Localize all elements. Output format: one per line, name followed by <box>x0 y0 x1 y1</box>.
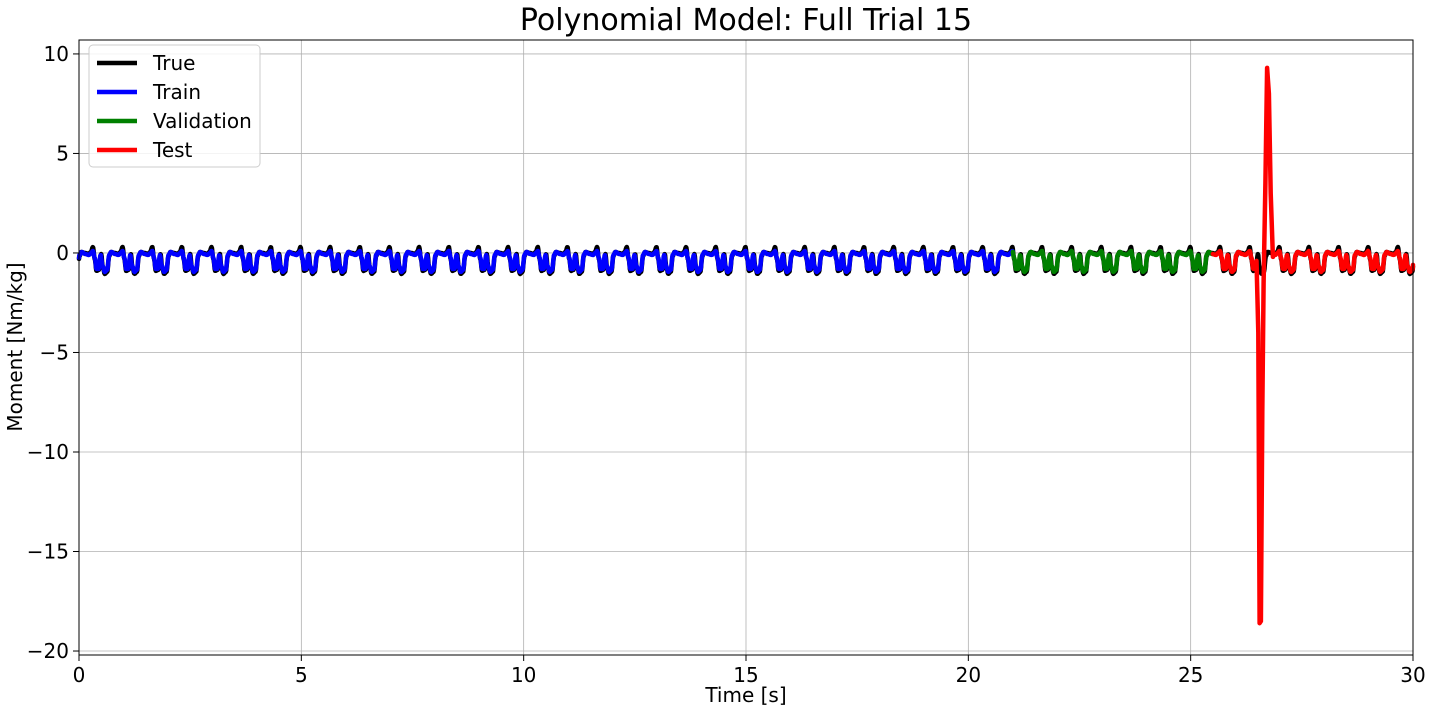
x-tick-label: 5 <box>295 663 308 687</box>
x-axis-label: Time [s] <box>704 683 786 707</box>
x-tick-label: 15 <box>733 663 758 687</box>
legend-box <box>88 44 261 168</box>
legend-label: True <box>152 51 195 75</box>
x-tick-label: 25 <box>1178 663 1203 687</box>
y-axis-label: Moment [Nm/kg] <box>3 262 27 431</box>
series-line-validation <box>1010 248 1216 275</box>
y-tick-label: −10 <box>27 440 69 464</box>
x-tick-label: 0 <box>73 663 86 687</box>
series-lines <box>76 65 1416 626</box>
chart-title: Polynomial Model: Full Trial 15 <box>520 3 972 38</box>
legend-label: Validation <box>153 109 252 133</box>
y-tick-label: −5 <box>40 340 69 364</box>
legend-label: Train <box>152 80 201 104</box>
legend: True Train Validation Test <box>88 44 261 168</box>
y-tick-label: −15 <box>27 540 69 564</box>
y-ticks: 10 5 0 −5 −10 −15 −20 <box>27 42 79 663</box>
y-tick-label: 10 <box>44 42 69 66</box>
legend-items: True Train Validation Test <box>97 51 252 162</box>
grid <box>78 40 1414 655</box>
x-tick-label: 10 <box>511 663 536 687</box>
x-ticks: 0 5 10 15 20 25 30 <box>73 655 1426 687</box>
series-line-test <box>1210 65 1416 626</box>
y-tick-label: 0 <box>56 241 69 265</box>
y-tick-label: −20 <box>27 639 69 663</box>
series-line-train <box>76 248 1016 275</box>
y-tick-label: 5 <box>56 141 69 165</box>
x-tick-label: 30 <box>1400 663 1425 687</box>
x-tick-label: 20 <box>956 663 981 687</box>
legend-label: Test <box>152 138 193 162</box>
